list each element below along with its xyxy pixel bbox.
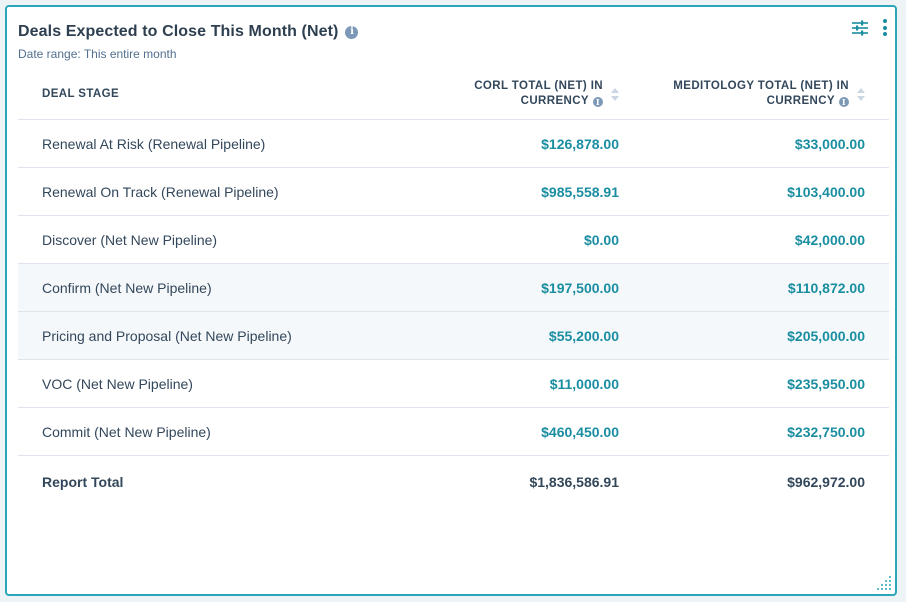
corl-total-link[interactable]: $0.00 [383,215,643,264]
header-corl-line2: CURRENCY [520,95,589,107]
resize-handle-icon[interactable] [873,572,893,592]
filter-sliders-icon[interactable] [851,20,869,36]
meditology-grand-total: $962,972.00 [787,473,865,490]
corl-total-link[interactable]: $126,878.00 [383,119,643,168]
table-row: VOC (Net New Pipeline) $11,000.00 $235,9… [18,359,889,408]
header-deal-stage: DEAL STAGE [18,69,383,120]
header-medi-line1: MEDITOLOGY TOTAL (NET) IN [673,80,849,92]
corl-total-link[interactable]: $55,200.00 [383,311,643,360]
sort-arrows-icon[interactable] [857,87,865,101]
more-options-icon[interactable] [883,19,887,36]
date-range-label: Date range: This entire month [18,47,177,61]
meditology-total-link[interactable]: $235,950.00 [643,359,889,408]
deal-stage-cell: Pricing and Proposal (Net New Pipeline) [18,311,383,360]
deal-stage-cell: Renewal At Risk (Renewal Pipeline) [18,119,383,168]
meditology-total-link[interactable]: $110,872.00 [643,263,889,312]
report-title: Deals Expected to Close This Month (Net) [18,23,339,40]
meditology-total-link[interactable]: $33,000.00 [643,119,889,168]
header-corl-total[interactable]: CORL TOTAL (NET) IN CURRENCY i [383,69,643,120]
meditology-total-link[interactable]: $232,750.00 [643,407,889,456]
corl-total-link[interactable]: $11,000.00 [383,359,643,408]
report-total-label: Report Total [42,473,124,490]
info-icon[interactable]: i [345,25,359,39]
table-header-row: DEAL STAGE CORL TOTAL (NET) IN CURRENCY i… [18,69,889,120]
meditology-total-link[interactable]: $103,400.00 [643,167,889,216]
header-corl-line1: CORL TOTAL (NET) IN [474,80,603,92]
table-row: Commit (Net New Pipeline) $460,450.00 $2… [18,407,889,456]
table-row: Pricing and Proposal (Net New Pipeline) … [18,311,889,360]
deal-stage-cell: VOC (Net New Pipeline) [18,359,383,408]
card-actions [851,19,887,36]
table-row: Renewal At Risk (Renewal Pipeline) $126,… [18,119,889,168]
header-meditology-total[interactable]: MEDITOLOGY TOTAL (NET) IN CURRENCY i [643,69,889,120]
table-row: Confirm (Net New Pipeline) $197,500.00 $… [18,263,889,312]
report-card: Deals Expected to Close This Month (Net)… [5,5,897,596]
corl-grand-total: $1,836,586.91 [529,473,619,490]
table-row: Discover (Net New Pipeline) $0.00 $42,00… [18,215,889,264]
deal-stage-cell: Confirm (Net New Pipeline) [18,263,383,312]
info-icon[interactable]: i [839,97,849,107]
deal-stage-cell: Commit (Net New Pipeline) [18,407,383,456]
meditology-total-link[interactable]: $42,000.00 [643,215,889,264]
title-row: Deals Expected to Close This Month (Net)… [18,21,885,43]
corl-total-link[interactable]: $460,450.00 [383,407,643,456]
report-table: DEAL STAGE CORL TOTAL (NET) IN CURRENCY i… [18,69,889,507]
info-icon[interactable]: i [593,97,603,107]
report-total-row: Report Total $1,836,586.91 $962,972.00 [18,456,889,508]
deal-stage-cell: Renewal On Track (Renewal Pipeline) [18,167,383,216]
sort-arrows-icon[interactable] [611,87,619,101]
table-row: Renewal On Track (Renewal Pipeline) $985… [18,167,889,216]
header-medi-line2: CURRENCY [766,95,835,107]
deal-stage-cell: Discover (Net New Pipeline) [18,215,383,264]
corl-total-link[interactable]: $985,558.91 [383,167,643,216]
corl-total-link[interactable]: $197,500.00 [383,263,643,312]
meditology-total-link[interactable]: $205,000.00 [643,311,889,360]
